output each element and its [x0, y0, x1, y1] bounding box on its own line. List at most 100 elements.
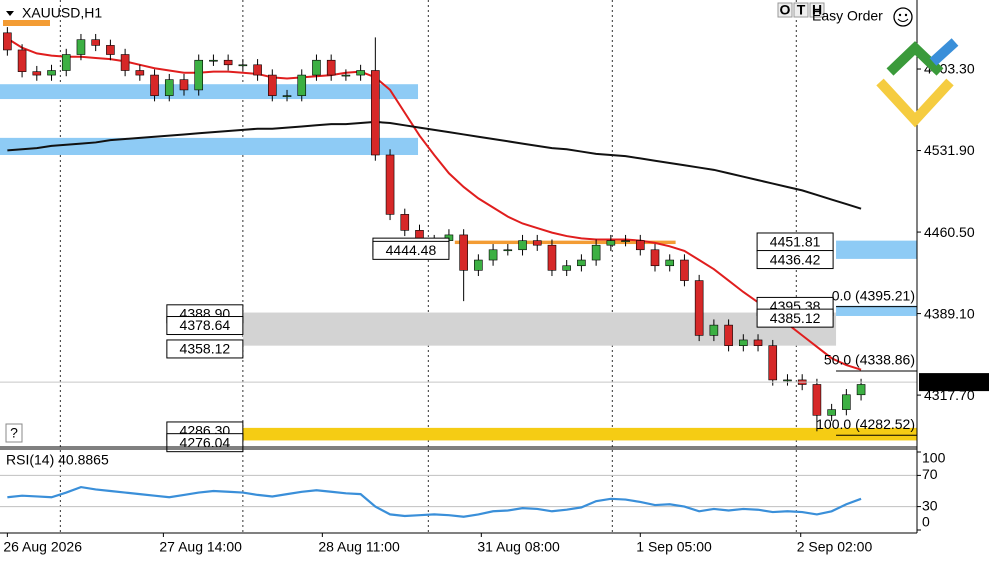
smiley[interactable]: [893, 7, 913, 27]
candle-body: [3, 32, 12, 51]
y-tick-label: 0: [922, 514, 930, 530]
logo: [876, 38, 959, 128]
rsi-title: RSI(14) 40.8865: [6, 452, 109, 468]
candle-body: [856, 384, 866, 396]
candle-body: [179, 79, 189, 91]
candle-body: [694, 280, 704, 336]
candle-body: [238, 64, 248, 67]
candle-body: [47, 70, 56, 76]
candle-body: [150, 74, 159, 96]
candle-body: [253, 64, 262, 76]
candle-body: [812, 384, 822, 416]
candle-body: [209, 59, 218, 62]
candle-body: [591, 244, 601, 261]
candle-body: [827, 409, 836, 416]
candle-body: [518, 240, 527, 251]
smiley-eye: [904, 13, 908, 17]
zone: [242, 312, 837, 346]
price-label: 4378.64: [180, 317, 231, 333]
candle-body: [223, 59, 233, 66]
smiley-eye: [898, 13, 902, 17]
candle-body: [650, 249, 660, 267]
candle-body: [61, 54, 71, 71]
button[interactable]: [777, 2, 793, 18]
y-tick-label: 100: [922, 450, 946, 466]
logo-part: [929, 38, 959, 66]
candle-body: [547, 244, 557, 271]
candle-body: [371, 70, 380, 156]
x-tick-label: 31 Aug 08:00: [477, 539, 560, 555]
candle-body: [503, 249, 513, 252]
symbol-label: XAUUSD,H1: [22, 5, 102, 21]
candle-body: [606, 240, 616, 246]
zone: [242, 427, 917, 441]
menu-arrow[interactable]: [6, 11, 14, 16]
zone: [0, 137, 419, 155]
zone: [836, 305, 917, 316]
candle-body: [635, 240, 645, 251]
button-label: T: [797, 2, 806, 18]
candle-body: [312, 59, 321, 76]
candle-body: [532, 240, 542, 246]
x-tick-label: 1 Sep 05:00: [636, 539, 712, 555]
price-label: 4276.04: [180, 434, 231, 450]
candle-body: [194, 59, 204, 91]
y-tick-label: 4531.90: [924, 142, 975, 158]
candle-body: [32, 71, 42, 76]
zone: [0, 84, 419, 100]
candle-body: [621, 240, 630, 242]
candle-body: [341, 74, 351, 77]
price-label-box: [372, 240, 450, 260]
candle-body: [164, 79, 174, 96]
fib-label: 100.0 (4282.52): [816, 416, 915, 432]
x-tick-label: 28 Aug 11:00: [318, 539, 400, 555]
y-tick-label: 4460.50: [924, 224, 975, 240]
button-label: H: [812, 2, 822, 18]
easy-order[interactable]: Easy Order: [812, 8, 883, 24]
candle-body: [268, 74, 277, 96]
candle-body: [783, 379, 792, 382]
candle-body: [709, 324, 719, 336]
button-label: O: [780, 2, 791, 18]
price-label-box: [756, 308, 834, 328]
price-label: 4358.12: [180, 341, 231, 357]
candle-body: [680, 259, 689, 281]
button[interactable]: [809, 2, 825, 18]
zone: [836, 240, 917, 259]
candle-body: [562, 265, 571, 271]
price-panel: 4388.904378.644358.124286.304276.044447.…: [0, 0, 917, 533]
candle-body: [665, 259, 675, 267]
fib-label: 50.0 (4338.86): [824, 352, 915, 368]
candle-body: [842, 394, 851, 410]
toolbar: O T H Easy Order: [777, 2, 913, 27]
x-tick-label: 27 Aug 14:00: [159, 539, 242, 555]
x-tick-label: 26 Aug 2026: [3, 539, 82, 555]
moving-average: [7, 120, 862, 210]
button[interactable]: [793, 2, 809, 18]
help-label: ?: [10, 425, 18, 441]
price-label: 4451.81: [770, 234, 821, 250]
zone: [454, 240, 676, 245]
candle-body: [106, 45, 115, 55]
moving-average: [6, 37, 862, 371]
candle-body: [385, 154, 395, 215]
logo-part: [886, 41, 944, 76]
candle-body: [488, 249, 498, 261]
price-label: 4444.48: [386, 242, 437, 258]
fib-label: 0.0 (4395.21): [832, 287, 915, 303]
rsi-panel: RSI(14) 40.8865: [0, 452, 917, 518]
candle-body: [459, 234, 468, 271]
candle-body: [753, 339, 763, 346]
candle-body: [120, 54, 130, 71]
price-label-box: [166, 339, 244, 359]
y-tick-label: 4389.10: [924, 305, 975, 321]
help-button[interactable]: [5, 423, 23, 443]
y-tick-label: 30: [922, 497, 938, 513]
candle-body: [326, 59, 336, 76]
candle-body: [768, 345, 778, 381]
rsi-line: [7, 485, 862, 518]
candle-body: [400, 214, 410, 231]
candle-body: [282, 95, 292, 97]
y-tick-label: 70: [922, 466, 938, 482]
